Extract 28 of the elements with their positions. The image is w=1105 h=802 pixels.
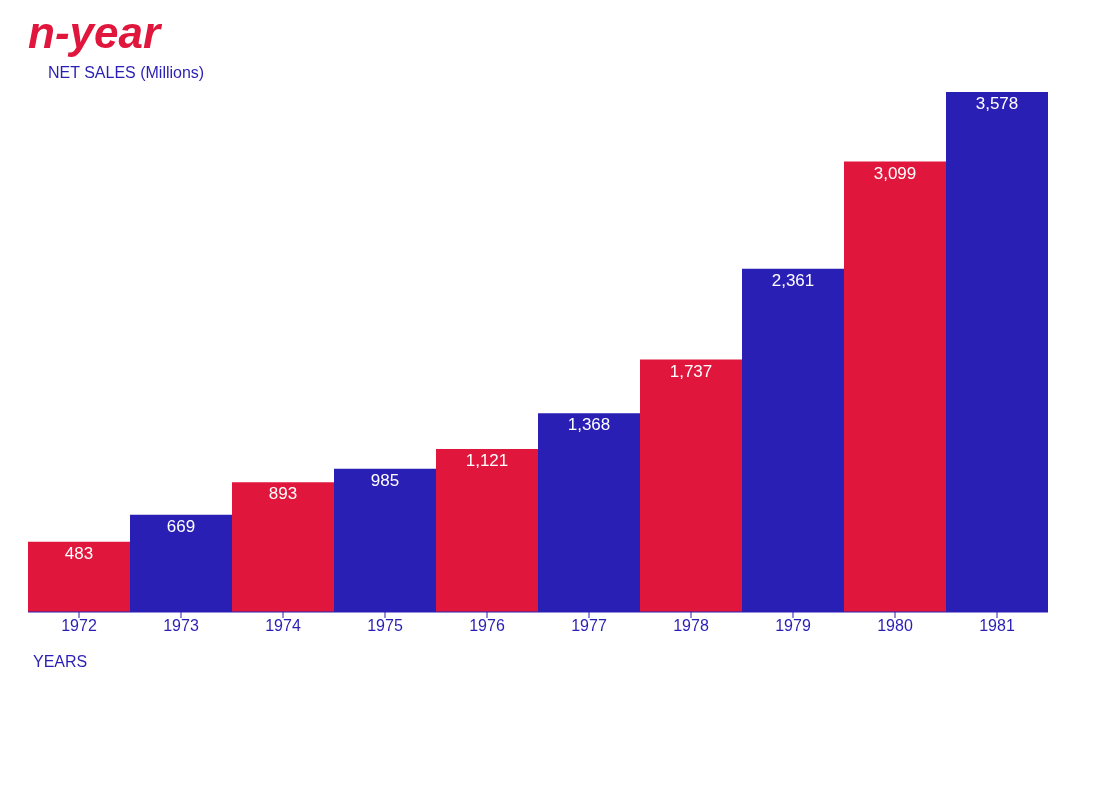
x-tick-label: 1980 — [877, 617, 913, 635]
bar — [640, 359, 742, 612]
data-label: 1,737 — [669, 361, 713, 381]
bar — [232, 482, 334, 612]
bar — [844, 161, 946, 612]
data-label: 1,121 — [465, 451, 509, 471]
x-tick-label: 1974 — [265, 617, 301, 635]
chart-title: n-year — [27, 8, 163, 59]
data-label: 483 — [64, 543, 94, 563]
data-label: 893 — [268, 484, 298, 504]
bar — [436, 449, 538, 612]
x-axis-title: YEARS — [33, 653, 88, 670]
bar — [28, 541, 130, 612]
x-tick-label: 1981 — [979, 617, 1015, 635]
data-label: 985 — [370, 470, 400, 490]
data-label: 669 — [166, 516, 196, 536]
x-tick-label: 1976 — [469, 617, 505, 635]
y-axis-title: NET SALES (Millions) — [47, 64, 206, 82]
x-tick-label: 1975 — [367, 617, 403, 635]
x-tick-label: 1972 — [61, 617, 97, 635]
data-label: 1,368 — [567, 415, 611, 435]
x-tick-label: 1977 — [571, 617, 607, 635]
x-tick-label: 1978 — [673, 617, 709, 635]
data-label: 3,578 — [975, 94, 1019, 114]
x-tick-label: 1973 — [163, 617, 199, 635]
x-tick-label: 1979 — [775, 617, 811, 635]
data-label: 3,099 — [873, 163, 917, 183]
data-label: 2,361 — [771, 270, 815, 290]
